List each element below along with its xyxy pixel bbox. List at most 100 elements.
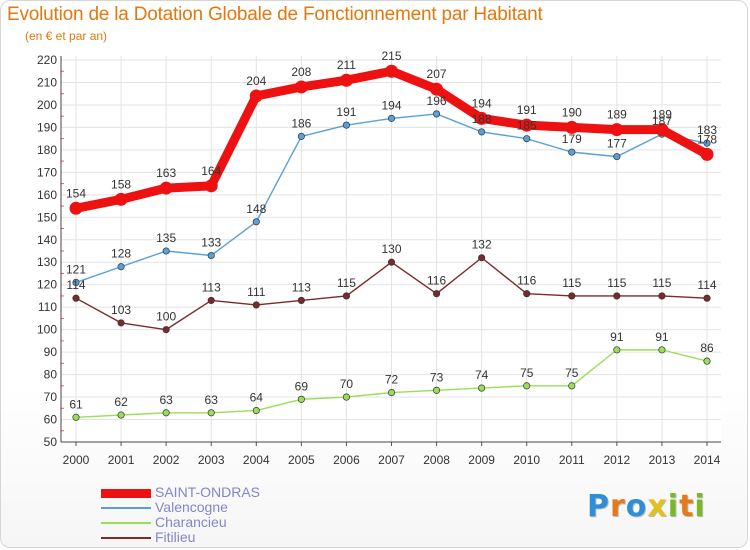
data-point-fitilieu — [703, 294, 711, 302]
data-point-fitilieu — [523, 290, 531, 298]
chart-title: Evolution de la Dotation Globale de Fonc… — [7, 4, 543, 25]
logo-letter: o — [625, 489, 648, 524]
data-point-charancieu — [252, 406, 260, 415]
data-label-charancieu: 75 — [565, 366, 579, 380]
data-label-fitilieu: 114 — [697, 278, 716, 292]
data-label-saint-ondras: 189 — [652, 108, 672, 122]
data-point-saint-ondras — [385, 64, 398, 78]
data-point-fitilieu — [568, 292, 576, 300]
data-point-valencogne — [342, 121, 350, 129]
y-tick-label: 70 — [44, 390, 58, 404]
x-tick-label: 2009 — [468, 453, 495, 467]
data-point-charancieu — [297, 395, 305, 403]
y-tick-label: 200 — [37, 98, 57, 112]
data-point-fitilieu — [387, 258, 396, 266]
data-point-valencogne — [387, 114, 396, 122]
data-point-fitilieu — [72, 294, 80, 302]
data-label-valencogne: 186 — [291, 116, 311, 130]
data-point-charancieu — [433, 386, 441, 394]
data-label-valencogne: 179 — [562, 132, 582, 146]
data-label-fitilieu: 116 — [517, 274, 536, 288]
data-label-valencogne: 187 — [652, 114, 672, 128]
data-label-fitilieu: 113 — [292, 280, 311, 294]
y-tick-label: 90 — [44, 345, 58, 359]
y-tick-label: 110 — [38, 300, 57, 314]
y-tick-label: 80 — [44, 368, 58, 382]
y-tick-label: 170 — [37, 165, 57, 179]
data-point-valencogne — [613, 153, 621, 161]
data-label-saint-ondras: 154 — [66, 186, 86, 200]
data-label-valencogne: 185 — [517, 119, 537, 133]
data-label-charancieu: 63 — [205, 393, 219, 407]
data-label-saint-ondras: 163 — [156, 166, 176, 180]
data-label-saint-ondras: 207 — [427, 67, 447, 81]
data-point-saint-ondras — [655, 123, 669, 137]
data-label-valencogne: 191 — [336, 105, 356, 119]
data-label-charancieu: 63 — [159, 393, 173, 407]
y-tick-label: 60 — [44, 413, 58, 427]
data-label-saint-ondras: 194 — [472, 96, 492, 110]
data-label-charancieu: 73 — [430, 370, 444, 384]
legend-swatch — [101, 489, 151, 498]
data-label-valencogne: 148 — [246, 202, 266, 216]
y-tick-label: 220 — [37, 53, 57, 67]
x-tick-label: 2003 — [198, 453, 225, 467]
data-point-charancieu — [568, 382, 576, 390]
data-point-saint-ondras — [114, 192, 128, 206]
x-tick-label: 2013 — [649, 453, 676, 467]
legend-swatch — [101, 507, 151, 509]
data-label-charancieu: 64 — [250, 391, 264, 405]
x-tick-label: 2007 — [378, 453, 405, 467]
data-point-charancieu — [613, 346, 621, 354]
data-point-fitilieu — [658, 292, 666, 300]
data-point-saint-ondras — [339, 73, 353, 87]
data-point-charancieu — [658, 346, 666, 354]
series-lines — [69, 64, 714, 421]
y-tick-label: 50 — [44, 435, 58, 449]
logo-letter: x — [647, 489, 668, 524]
data-label-valencogne: 196 — [427, 94, 447, 108]
x-tick-label: 2014 — [694, 453, 721, 467]
proxiti-logo: Proxiti — [587, 489, 706, 524]
data-label-fitilieu: 130 — [381, 242, 401, 256]
data-label-saint-ondras: 208 — [291, 65, 311, 79]
legend-label: Fitilieu — [155, 529, 196, 545]
data-point-saint-ondras — [159, 181, 173, 195]
x-tick-label: 2004 — [243, 453, 270, 467]
data-label-charancieu: 72 — [385, 373, 399, 387]
data-point-charancieu — [117, 411, 125, 419]
chart-subtitle: (en € et par an) — [25, 29, 108, 43]
data-point-valencogne — [703, 139, 711, 147]
legend-label: Valencogne — [155, 499, 228, 515]
x-tick-label: 2000 — [63, 453, 90, 467]
logo-letter: P — [587, 489, 610, 524]
data-label-saint-ondras: 164 — [201, 164, 221, 178]
data-point-saint-ondras — [700, 147, 714, 161]
data-point-fitilieu — [297, 296, 305, 304]
data-point-fitilieu — [478, 254, 486, 262]
data-point-saint-ondras — [565, 120, 579, 134]
data-label-saint-ondras: 191 — [517, 103, 537, 117]
data-label-charancieu: 75 — [520, 366, 534, 380]
axes: 50 60 70 80 90 100 110 120 130 140 150 160 170 180 190… — [37, 53, 721, 467]
data-label-charancieu: 86 — [700, 341, 714, 355]
data-point-saint-ondras — [294, 80, 308, 94]
data-point-fitilieu — [117, 319, 125, 327]
data-label-saint-ondras: 204 — [246, 74, 266, 88]
y-tick-label: 190 — [37, 120, 57, 134]
data-point-saint-ondras — [249, 89, 263, 103]
legend-swatch — [101, 522, 151, 524]
data-label-charancieu: 69 — [295, 379, 309, 393]
data-label-saint-ondras: 215 — [381, 49, 401, 63]
data-point-fitilieu — [207, 296, 215, 304]
data-label-fitilieu: 115 — [652, 276, 671, 290]
data-label-valencogne: 133 — [201, 235, 221, 249]
data-point-charancieu — [162, 409, 170, 417]
line-chart: 50 60 70 80 90 100 110 120 130 140 150 160 170 180 190… — [37, 49, 721, 467]
data-label-valencogne: 135 — [156, 231, 176, 245]
x-tick-label: 2006 — [333, 453, 360, 467]
data-point-valencogne — [523, 135, 531, 143]
x-tick-label: 2008 — [423, 453, 450, 467]
data-point-saint-ondras — [520, 118, 534, 132]
